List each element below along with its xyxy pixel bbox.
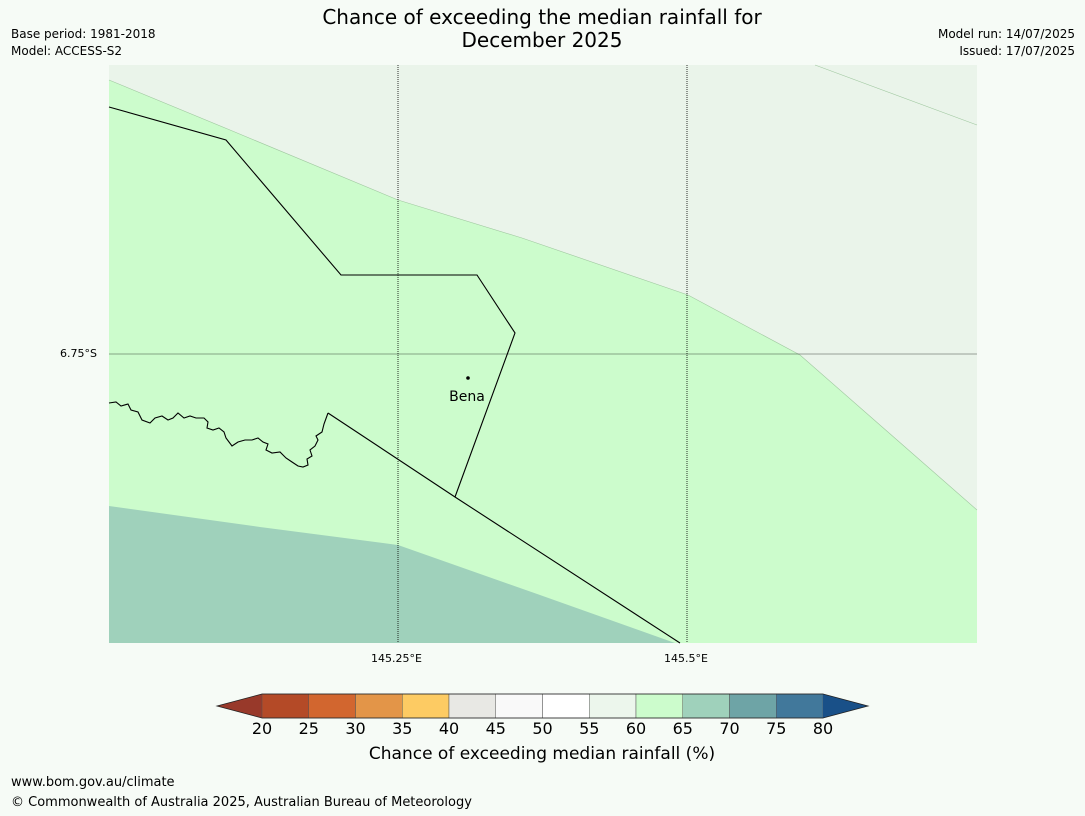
title-line-1: Chance of exceeding the median rainfall … (322, 5, 762, 29)
colorbar-under-arrow (217, 694, 262, 718)
colorbar (215, 693, 870, 719)
colorbar-tick-50: 50 (532, 719, 553, 738)
colorbar-box-30-35 (355, 693, 403, 719)
colorbar-box-50-55 (542, 693, 590, 719)
colorbar-box-25-30 (308, 693, 356, 719)
colorbar-tick-80: 80 (812, 719, 834, 738)
colorbar-tick-25: 25 (298, 719, 319, 738)
colorbar-box-60-65 (635, 693, 683, 719)
zone-boundary (108, 79, 978, 511)
longitude-label-145-5: 145.5°E (664, 652, 708, 665)
colorbar-box-75-80 (776, 693, 824, 719)
colorbar-box-55-60 (589, 693, 637, 719)
rainfall-zone-65-70 (109, 506, 675, 643)
longitude-label-145-25: 145.25°E (371, 652, 422, 665)
copyright-text: © Commonwealth of Australia 2025, Austra… (11, 795, 472, 810)
colorbar-tick-40: 40 (438, 719, 460, 738)
colorbar-box-20-25 (261, 693, 309, 719)
model-text: Model: ACCESS-S2 (11, 44, 123, 58)
bena-marker (466, 376, 470, 380)
province-border (108, 106, 516, 498)
meta-right: Model run: 14/07/2025 Issued: 17/07/2025 (938, 26, 1075, 60)
province-border-south (327, 412, 681, 644)
colorbar-box-40-45 (448, 693, 496, 719)
colorbar-tick-35: 35 (392, 719, 413, 738)
colorbar-outline (215, 693, 870, 719)
colorbar-tick-45: 45 (485, 719, 506, 738)
meta-left: Base period: 1981-2018 Model: ACCESS-S2 (11, 26, 156, 60)
model-run-text: Model run: 14/07/2025 (937, 27, 1075, 41)
colorbar-tick-65: 65 (672, 719, 693, 738)
zone-boundary-top (814, 64, 978, 126)
colorbar-box-65-70 (682, 693, 730, 719)
map-title: Chance of exceeding the median rainfall … (242, 6, 842, 52)
colorbar-box-45-50 (495, 693, 543, 719)
province-border-river (108, 401, 329, 468)
colorbar-tick-60: 60 (625, 719, 647, 738)
colorbar-box-70-75 (729, 693, 777, 719)
title-line-2: December 2025 (461, 28, 623, 52)
colorbar-tick-30: 30 (345, 719, 366, 738)
bena-label: Bena (449, 389, 485, 405)
colorbar-tick-55: 55 (579, 719, 600, 738)
colorbar-boxes (261, 693, 824, 719)
colorbar-tick-75: 75 (766, 719, 787, 738)
base-period-text: Base period: 1981-2018 (11, 27, 156, 41)
colorbar-tick-20: 20 (251, 719, 273, 738)
website-link[interactable]: www.bom.gov.au/climate (11, 775, 175, 790)
latitude-label: 6.75°S (60, 347, 97, 360)
rainfall-zone-60-65 (109, 80, 977, 643)
colorbar-box-35-40 (402, 693, 450, 719)
colorbar-over-arrow (823, 694, 868, 718)
issued-text: Issued: 17/07/2025 (959, 44, 1075, 58)
colorbar-tick-70: 70 (719, 719, 740, 738)
colorbar-label: Chance of exceeding median rainfall (%) (368, 744, 716, 764)
